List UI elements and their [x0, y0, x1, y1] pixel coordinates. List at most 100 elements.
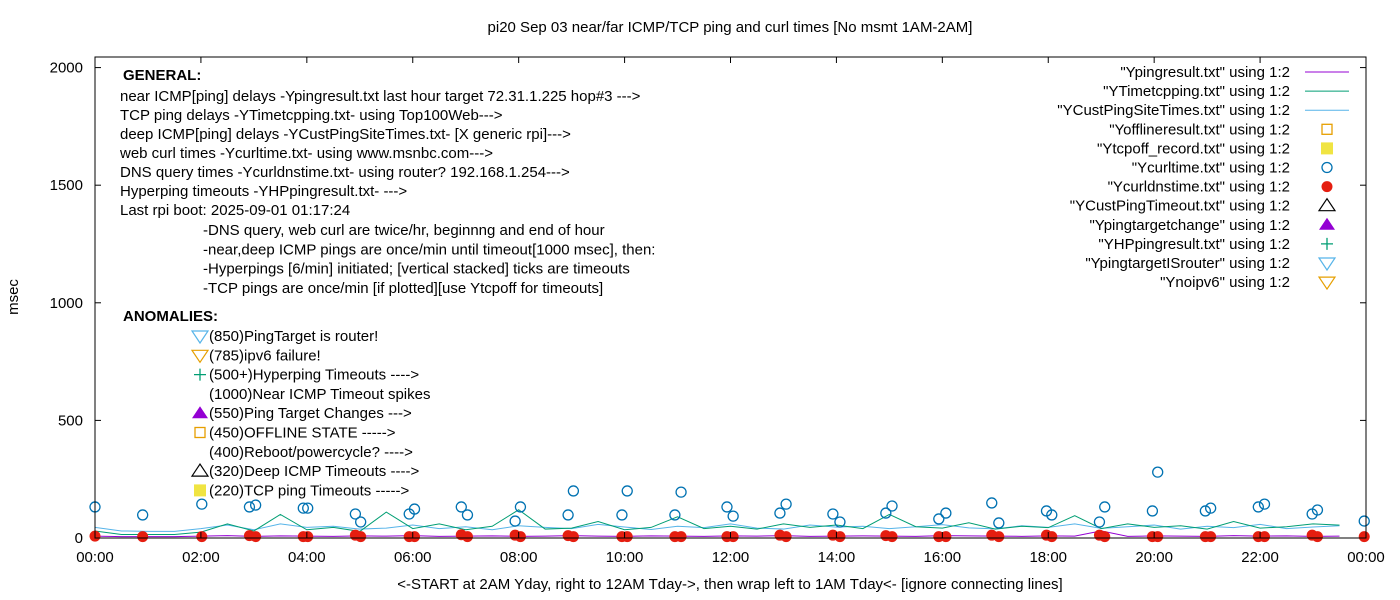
general-line: Last rpi boot: 2025-09-01 01:17:24	[120, 202, 350, 219]
y-tick-label: 0	[75, 530, 83, 547]
circle-marker	[1152, 466, 1164, 478]
legend-label: "Ynoipv6" using 1:2	[1160, 274, 1290, 291]
circle-marker	[1311, 531, 1323, 543]
circle-marker	[1093, 516, 1106, 528]
dns-time-point	[355, 531, 367, 543]
circle-marker	[834, 516, 846, 528]
circle-marker	[1099, 501, 1111, 513]
chart-title: pi20 Sep 03 near/far ICMP/TCP ping and c…	[488, 19, 973, 36]
anomaly-symbol	[194, 484, 206, 497]
note-line: -near,deep ICMP pings are once/min until…	[203, 241, 655, 258]
circle-marker	[349, 508, 362, 520]
x-tick-label: 00:00	[76, 549, 114, 566]
curl-time-point	[1152, 466, 1164, 478]
circle-marker	[1311, 504, 1324, 516]
x-tick-label: 00:00	[1347, 549, 1385, 566]
legend-symbol	[1321, 142, 1333, 155]
dns-time-point	[1099, 531, 1111, 543]
triangle-marker	[1317, 197, 1337, 212]
anomaly-symbol	[190, 463, 210, 477]
curl-time-point	[727, 510, 739, 522]
dns-time-point	[834, 531, 846, 543]
x-axis-label: <-START at 2AM Yday, right to 12AM Tday-…	[397, 576, 1062, 593]
y-tick-label: 500	[58, 412, 83, 429]
circle-marker	[727, 531, 739, 543]
circle-marker	[675, 486, 687, 498]
circle-marker	[302, 531, 314, 543]
series-line	[94, 509, 1340, 535]
curl-time-point	[1093, 516, 1106, 528]
legend-label: "YCustPingSiteTimes.txt" using 1:2	[1057, 102, 1290, 119]
circle-marker	[827, 508, 839, 520]
legend-symbol	[1317, 257, 1337, 272]
dns-time-point	[1311, 531, 1323, 543]
curl-time-point	[834, 516, 846, 528]
curl-time-point	[774, 507, 786, 519]
circle-marker	[880, 507, 892, 519]
anomaly-symbol	[192, 406, 208, 419]
anomaly-symbol	[194, 426, 206, 439]
dns-time-point	[196, 531, 208, 543]
dns-time-point	[940, 531, 952, 543]
curl-time-point	[886, 500, 898, 512]
x-tick-label: 02:00	[182, 549, 220, 566]
curl-time-point	[514, 501, 527, 513]
square-marker	[1321, 123, 1333, 135]
anomaly-line: (1000)Near ICMP Timeout spikes	[209, 386, 430, 403]
square-marker	[194, 426, 206, 439]
dns-time-point	[302, 531, 314, 543]
y-axis-label: msec	[5, 279, 22, 315]
legend-symbol	[1317, 197, 1337, 212]
curl-time-point	[567, 485, 580, 497]
curl-time-point	[621, 485, 633, 497]
circle-marker	[1146, 505, 1159, 517]
curl-time-point	[721, 501, 733, 513]
note-line: -Hyperpings [6/min] initiated; [vertical…	[203, 261, 630, 278]
circle-marker	[409, 531, 421, 543]
circle-marker	[455, 501, 467, 513]
anomalies-heading: ANOMALIES:	[123, 308, 218, 325]
dns-time-point	[137, 531, 149, 543]
curl-time-point	[1311, 504, 1324, 516]
dns-time-point	[409, 531, 421, 543]
circle-marker	[669, 509, 681, 521]
anomaly-line: (785)ipv6 failure!	[209, 347, 321, 364]
dns-time-point	[1205, 531, 1217, 543]
y-tick-label: 1000	[50, 295, 83, 312]
y-tick-label: 2000	[50, 60, 83, 77]
general-line: TCP ping delays -YTimetcpping.txt- using…	[120, 107, 503, 124]
legend-label: "Ycurltime.txt" using 1:2	[1132, 160, 1290, 177]
curl-time-point	[1146, 505, 1159, 517]
circle-marker	[780, 531, 792, 543]
circle-marker	[616, 509, 628, 521]
circle-marker	[1152, 531, 1164, 543]
legend-label: "Yofflineresult.txt" using 1:2	[1109, 121, 1290, 138]
circle-marker	[408, 503, 421, 515]
anomaly-line: (450)OFFLINE STATE ----->	[209, 425, 396, 442]
circle-marker	[621, 485, 633, 497]
circle-marker	[834, 531, 846, 543]
circle-marker	[1358, 515, 1370, 527]
general-line: deep ICMP[ping] delays -YCustPingSiteTim…	[120, 126, 571, 143]
legend-symbol	[1321, 181, 1333, 193]
circle-marker	[940, 507, 952, 519]
x-tick-label: 22:00	[1241, 549, 1279, 566]
circle-marker	[1199, 505, 1212, 517]
x-tick-label: 14:00	[818, 549, 856, 566]
down-triangle-marker	[190, 349, 210, 364]
circle-marker	[1046, 509, 1058, 521]
curl-time-point	[1358, 515, 1370, 527]
curl-time-point	[993, 517, 1005, 529]
circle-marker	[1205, 502, 1217, 514]
circle-marker	[249, 499, 262, 511]
circle-marker	[355, 516, 367, 528]
curl-time-point	[562, 509, 574, 521]
note-line: -TCP pings are once/min [if plotted][use…	[203, 280, 603, 297]
circle-marker	[721, 501, 733, 513]
curl-time-point	[880, 507, 892, 519]
down-triangle-marker	[1317, 257, 1337, 272]
x-tick-label: 16:00	[924, 549, 962, 566]
circle-marker	[1046, 531, 1058, 543]
circle-marker	[137, 509, 149, 521]
